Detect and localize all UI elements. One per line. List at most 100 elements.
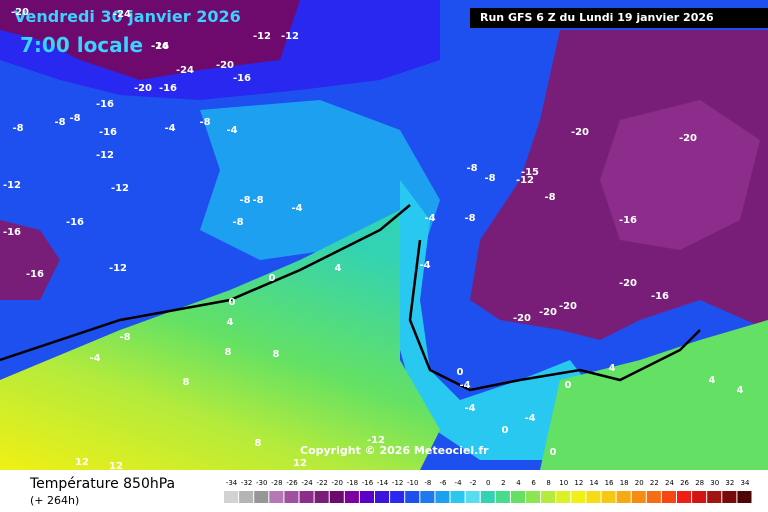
contour-label: 0 xyxy=(565,380,572,391)
legend-swatch xyxy=(556,491,571,503)
legend-swatch xyxy=(571,491,586,503)
footer-title: Température 850hPa xyxy=(29,476,175,492)
legend-swatch xyxy=(239,491,254,503)
zero-isotherm xyxy=(408,239,701,392)
contour-label: 8 xyxy=(255,438,262,449)
contour-label: -8 xyxy=(544,192,555,203)
legend-swatch xyxy=(510,491,525,503)
contour-label: 8 xyxy=(183,377,190,388)
legend-label: -16 xyxy=(362,479,374,487)
legend-swatch xyxy=(646,491,661,503)
contour-label: -16 xyxy=(99,127,117,138)
legend-swatch xyxy=(359,491,374,503)
contour-label: -16 xyxy=(96,99,114,110)
legend-label: 26 xyxy=(680,479,689,487)
legend-swatch xyxy=(480,491,495,503)
legend-swatch xyxy=(224,491,239,503)
contour-label: -20 xyxy=(539,307,557,318)
contour-label: -8 xyxy=(119,332,130,343)
contour-label: 4 xyxy=(335,263,342,274)
contour-label: -12 xyxy=(367,435,385,446)
legend-label: -22 xyxy=(316,479,327,487)
contour-label: 0 xyxy=(269,273,276,284)
contour-label: -12 xyxy=(96,150,114,161)
contour-label: -4 xyxy=(291,203,302,214)
contour-label: -20 xyxy=(571,127,589,138)
contour-label: -12 xyxy=(111,183,129,194)
contour-label: -4 xyxy=(164,123,175,134)
legend-swatch xyxy=(601,491,616,503)
contour-label: -16 xyxy=(159,83,177,94)
contour-label: -12 xyxy=(3,180,21,191)
contour-label: -4 xyxy=(226,125,237,136)
legend-label: -28 xyxy=(271,479,282,487)
contour-label: -8 xyxy=(239,195,250,206)
contour-label: 4 xyxy=(737,385,744,396)
contour-label: -8 xyxy=(252,195,263,206)
contour-label: -4 xyxy=(89,353,100,364)
legend-label: -32 xyxy=(241,479,252,487)
legend-swatch xyxy=(541,491,556,503)
contour-label: -20 xyxy=(216,60,234,71)
warm-region xyxy=(0,210,440,470)
legend-swatch xyxy=(254,491,269,503)
legend-label: 18 xyxy=(620,479,629,487)
legend-swatch xyxy=(405,491,420,503)
copyright: Copyright © 2026 Meteociel.fr xyxy=(300,444,489,457)
contour-label: -8 xyxy=(232,217,243,228)
contour-label: -12 xyxy=(109,263,127,274)
legend-swatch xyxy=(344,491,359,503)
contour-label: -4 xyxy=(419,260,430,271)
contour-label: 0 xyxy=(229,297,236,308)
legend-label: 8 xyxy=(546,479,550,487)
contour-label: -20 xyxy=(513,313,531,324)
legend-label: 2 xyxy=(501,479,505,487)
contour-label: 4 xyxy=(709,375,716,386)
contour-label: -12 xyxy=(281,31,299,42)
contour-label: 0 xyxy=(457,367,464,378)
legend-label: 6 xyxy=(531,479,536,487)
cold-region xyxy=(600,100,760,250)
run-box xyxy=(470,8,768,28)
contour-label: -24 xyxy=(113,9,131,20)
legend-swatch xyxy=(661,491,676,503)
legend-swatch xyxy=(737,491,752,503)
legend-swatch xyxy=(284,491,299,503)
legend-swatch xyxy=(692,491,707,503)
contour-label: -20 xyxy=(11,7,29,18)
contour-label: 8 xyxy=(273,349,280,360)
legend-swatch xyxy=(375,491,390,503)
legend-label: -12 xyxy=(392,479,403,487)
legend-swatch xyxy=(495,491,510,503)
contour-label: -16 xyxy=(651,291,669,302)
cold-region xyxy=(0,0,300,80)
contour-label: -8 xyxy=(54,117,65,128)
zero-isotherm xyxy=(0,204,411,362)
contour-label: -24 xyxy=(176,65,194,76)
legend-label: 34 xyxy=(740,479,749,487)
legend-swatch xyxy=(526,491,541,503)
contour-label: -20 xyxy=(619,278,637,289)
contour-label: -12 xyxy=(516,175,534,186)
time: 7:00 locale xyxy=(20,33,143,57)
contour-label: 12 xyxy=(75,457,89,468)
legend-swatch xyxy=(329,491,344,503)
legend-swatch xyxy=(314,491,329,503)
legend-swatch xyxy=(299,491,314,503)
contour-label: -16 xyxy=(619,215,637,226)
legend-label: 28 xyxy=(695,479,704,487)
legend-swatch xyxy=(707,491,722,503)
contour-label: -8 xyxy=(199,117,210,128)
contour-label: -8 xyxy=(69,113,80,124)
contour-label: 4 xyxy=(609,363,616,374)
contour-label: -16 xyxy=(3,227,21,238)
legend-label: -6 xyxy=(439,479,447,487)
legend-label: 14 xyxy=(589,479,598,487)
contour-label: -12 xyxy=(253,31,271,42)
legend-label: -24 xyxy=(301,479,313,487)
contour-label: -8 xyxy=(484,173,495,184)
legend-swatch xyxy=(465,491,480,503)
legend-label: 20 xyxy=(635,479,644,487)
contour-label: -15 xyxy=(521,167,539,178)
